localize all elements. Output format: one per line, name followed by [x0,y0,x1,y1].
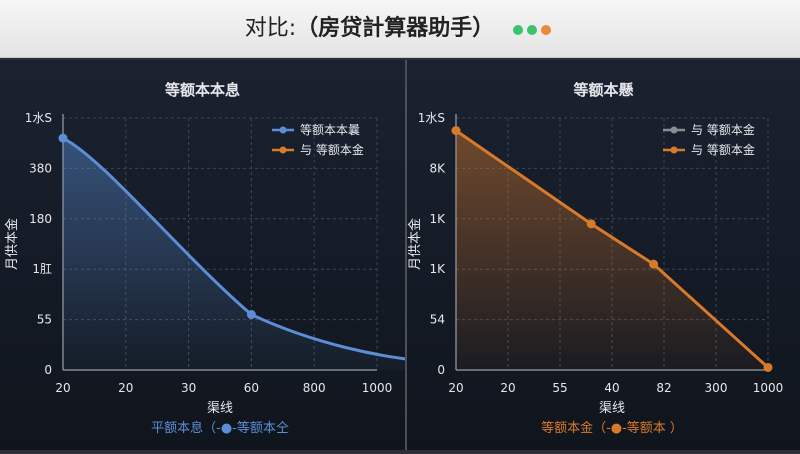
window-controls [513,14,555,44]
title-main: （房贷計算器助手） [296,16,495,41]
y-tick-label: 1K [429,212,446,226]
data-point [246,310,256,320]
chart-title: 等额本懸 [573,81,633,99]
y-tick-label: 0 [44,363,52,377]
y-tick-label: 54 [430,313,445,327]
x-tick-label: 55 [552,381,567,395]
x-tick-label: 300 [705,381,728,395]
legend-label: 与 等额本金 [300,142,364,157]
x-tick-label: 1000 [753,381,784,395]
y-tick-label: 180 [29,212,52,226]
y-tick-label: 1水S [25,111,52,125]
data-point [649,259,659,269]
legend-label: 等额本本曩 [300,123,360,137]
title-prefix: 对比: [244,16,297,41]
data-point [451,126,461,136]
x-tick-label: 20 [500,381,515,395]
x-tick-label: 20 [448,381,463,395]
title-bar: 对比:（房贷計算器助手） [0,0,800,58]
chart-caption: 平额本息（-●-等额本仝 [151,420,289,436]
legend-label: 与 等额本金 [691,122,755,137]
data-point [586,219,596,229]
y-tick-label: 55 [37,313,52,327]
panel-divider [405,60,407,450]
x-tick-label: 60 [244,381,259,395]
y-axis-label: 月供本金 [407,218,423,270]
legend-marker [279,146,287,154]
x-axis-label: 渠线 [599,401,625,416]
y-tick-label: 380 [29,161,52,175]
x-tick-label: 82 [656,381,671,395]
x-tick-label: 30 [181,381,196,395]
left-chart-panel: 等额本本息 20 20 30 60 800 1000 0 55 1肛 180 380 1水S 渠线 月供本金… [0,60,445,450]
legend-marker [670,126,678,134]
right-chart: 等额本懸 20 20 55 40 82 300 1000 0 54 1K 1K 8K 1水S 渠线 月供本金 与… [407,81,784,436]
y-tick-label: 1肛 [32,262,52,276]
y-tick-label: 1水S [418,111,445,125]
data-point [58,133,68,143]
app-title: 对比:（房贷計算器助手） [0,14,800,44]
window-dot-icon[interactable] [541,25,552,35]
chart-title: 等额本本息 [165,81,240,99]
right-chart-panel: 等额本懸 20 20 55 40 82 300 1000 0 54 1K 1K 8K 1水S 渠线 月供本金 与… [407,60,800,450]
x-tick-label: 40 [604,381,619,395]
y-axis-label: 月供本金 [4,218,20,270]
legend-label: 与 等额本金 [691,142,755,157]
legend-marker [279,126,287,134]
legend-marker [670,146,678,154]
x-tick-label: 1000 [362,381,393,395]
x-tick-label: 20 [118,381,133,395]
chart-caption: 等额本金（-●-等额本 ） [541,420,683,436]
x-tick-label: 800 [303,381,326,395]
x-tick-label: 20 [55,381,70,395]
left-chart: 等额本本息 20 20 30 60 800 1000 0 55 1肛 180 380 1水S 渠线 月供本金… [4,81,445,436]
y-tick-label: 1K [429,262,446,276]
data-point [763,362,773,372]
x-axis-label: 渠线 [207,401,233,416]
y-tick-label: 0 [437,363,445,377]
window-dot-icon[interactable] [513,25,524,35]
series-area [63,138,440,370]
series-line [454,129,770,369]
y-tick-label: 8K [429,161,446,175]
window-dot-icon[interactable] [527,25,538,35]
series-area [456,130,768,370]
